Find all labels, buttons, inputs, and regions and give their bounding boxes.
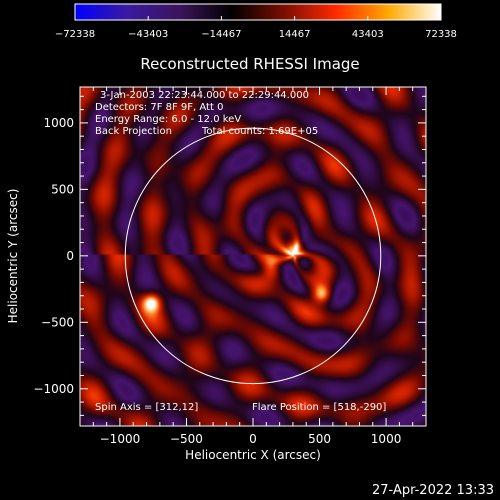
annotation-flare-position: Flare Position = [518,-290] <box>252 402 386 413</box>
heatmap-image <box>80 87 426 426</box>
annotation-counts: Total counts: 1.69E+05 <box>201 126 318 137</box>
x-tick-label: 0 <box>249 432 257 446</box>
annotation-spin-axis: Spin Axis = [312,12] <box>95 402 198 413</box>
annotation-detectors: Detectors: 7F 8F 9F, Att 0 <box>95 102 223 113</box>
x-tick-label: −1000 <box>100 432 141 446</box>
x-tick-label: 1000 <box>371 432 402 446</box>
axis-ticks: −1000 −500 0 500 1000 −1000 −500 0 500 1000 <box>33 87 426 446</box>
colorbar-tick-label: 43403 <box>352 29 384 40</box>
colorbar-tick-label: −43403 <box>128 29 168 40</box>
y-tick-label: 0 <box>66 249 74 263</box>
colorbar-tick-label: −14467 <box>201 29 241 40</box>
colorbar-tick-label: −72338 <box>55 29 95 40</box>
chart-title: Reconstructed RHESSI Image <box>140 55 359 73</box>
plot-area: −1000 −500 0 500 1000 −1000 −500 0 500 1000 <box>33 86 427 446</box>
annotation-time: 3-Jan-2003 22:23:44.000 to 22:29:44.000 <box>100 90 309 101</box>
plot-annotations: 3-Jan-2003 22:23:44.000 to 22:29:44.000 … <box>95 90 386 413</box>
colorbar: −72338 −43403 −14467 14467 43403 72338 <box>55 3 457 40</box>
solar-limb-circle <box>124 127 382 385</box>
x-tick-label: −500 <box>170 432 203 446</box>
colorbar-strip <box>74 3 442 21</box>
y-tick-label: −500 <box>41 315 74 329</box>
y-tick-label: −1000 <box>33 382 74 396</box>
footer-timestamp: 27-Apr-2022 13:33 <box>372 483 494 498</box>
colorbar-tick-label: 14467 <box>279 29 311 40</box>
x-axis-label: Heliocentric X (arcsec) <box>185 448 321 462</box>
y-tick-label: 1000 <box>43 116 74 130</box>
annotation-energy: Energy Range: 6.0 - 12.0 keV <box>95 114 241 125</box>
y-tick-label: 500 <box>51 182 74 196</box>
annotation-method: Back Projection <box>95 126 172 137</box>
x-tick-label: 500 <box>308 432 331 446</box>
colorbar-tick-label: 72338 <box>425 29 457 40</box>
y-axis-label: Heliocentric Y (arcsec) <box>6 189 20 324</box>
